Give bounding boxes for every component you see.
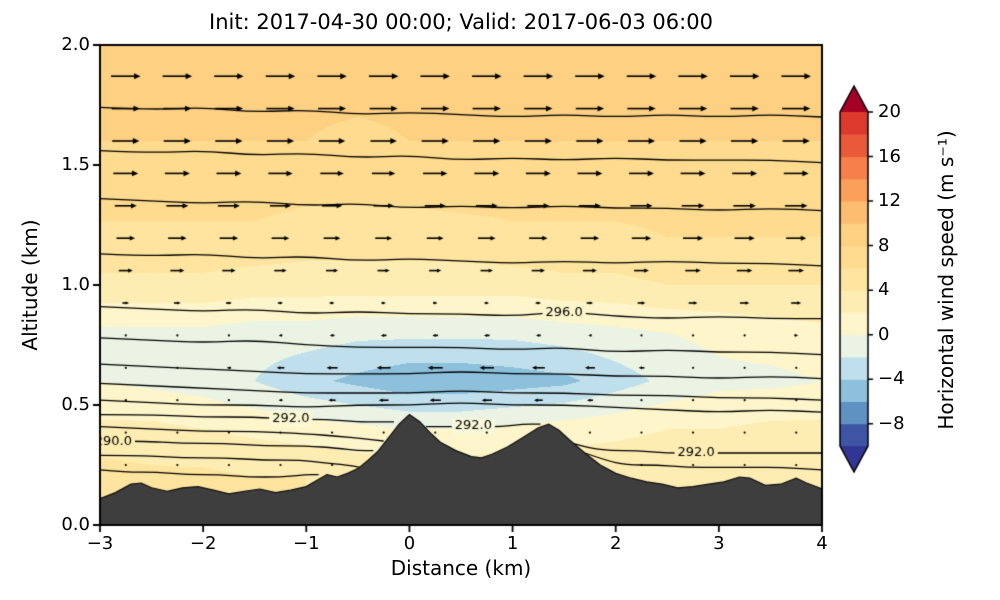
colorbar-tick-label: 8 xyxy=(878,234,890,256)
colorbar-tick-label: 16 xyxy=(878,145,901,167)
colorbar-tick-label: 12 xyxy=(878,190,901,212)
colorbar-tick-label: −4 xyxy=(878,368,905,390)
x-tick-label: −3 xyxy=(86,533,114,554)
y-tick-label: 2.0 xyxy=(61,34,90,55)
x-tick-label: −2 xyxy=(189,533,217,554)
x-tick-label: 0 xyxy=(403,533,416,554)
x-tick-label: 1 xyxy=(506,533,519,554)
y-tick-label: 0.0 xyxy=(61,514,90,535)
x-axis-label: Distance (km) xyxy=(390,556,532,580)
colorbar-tick-label: 20 xyxy=(878,101,901,122)
colorbar-label: Horizontal wind speed (m s⁻¹) xyxy=(934,130,958,430)
colorbar-tick-label: −8 xyxy=(878,412,905,434)
y-tick-label: 0.5 xyxy=(61,394,90,415)
x-tick-label: 3 xyxy=(713,533,725,554)
y-tick-label: 1.0 xyxy=(61,274,90,295)
x-tick-label: 2 xyxy=(609,533,622,554)
x-tick-label: −1 xyxy=(293,533,320,554)
colorbar-tick-label: 4 xyxy=(878,279,890,301)
y-tick-label: 1.5 xyxy=(61,154,90,175)
colorbar-tick-label: 0 xyxy=(878,323,890,345)
y-axis-label: Altitude (km) xyxy=(18,219,42,351)
plot-title: Init: 2017-04-30 00:00; Valid: 2017-06-0… xyxy=(209,10,713,34)
x-tick-label: 4 xyxy=(816,533,828,554)
